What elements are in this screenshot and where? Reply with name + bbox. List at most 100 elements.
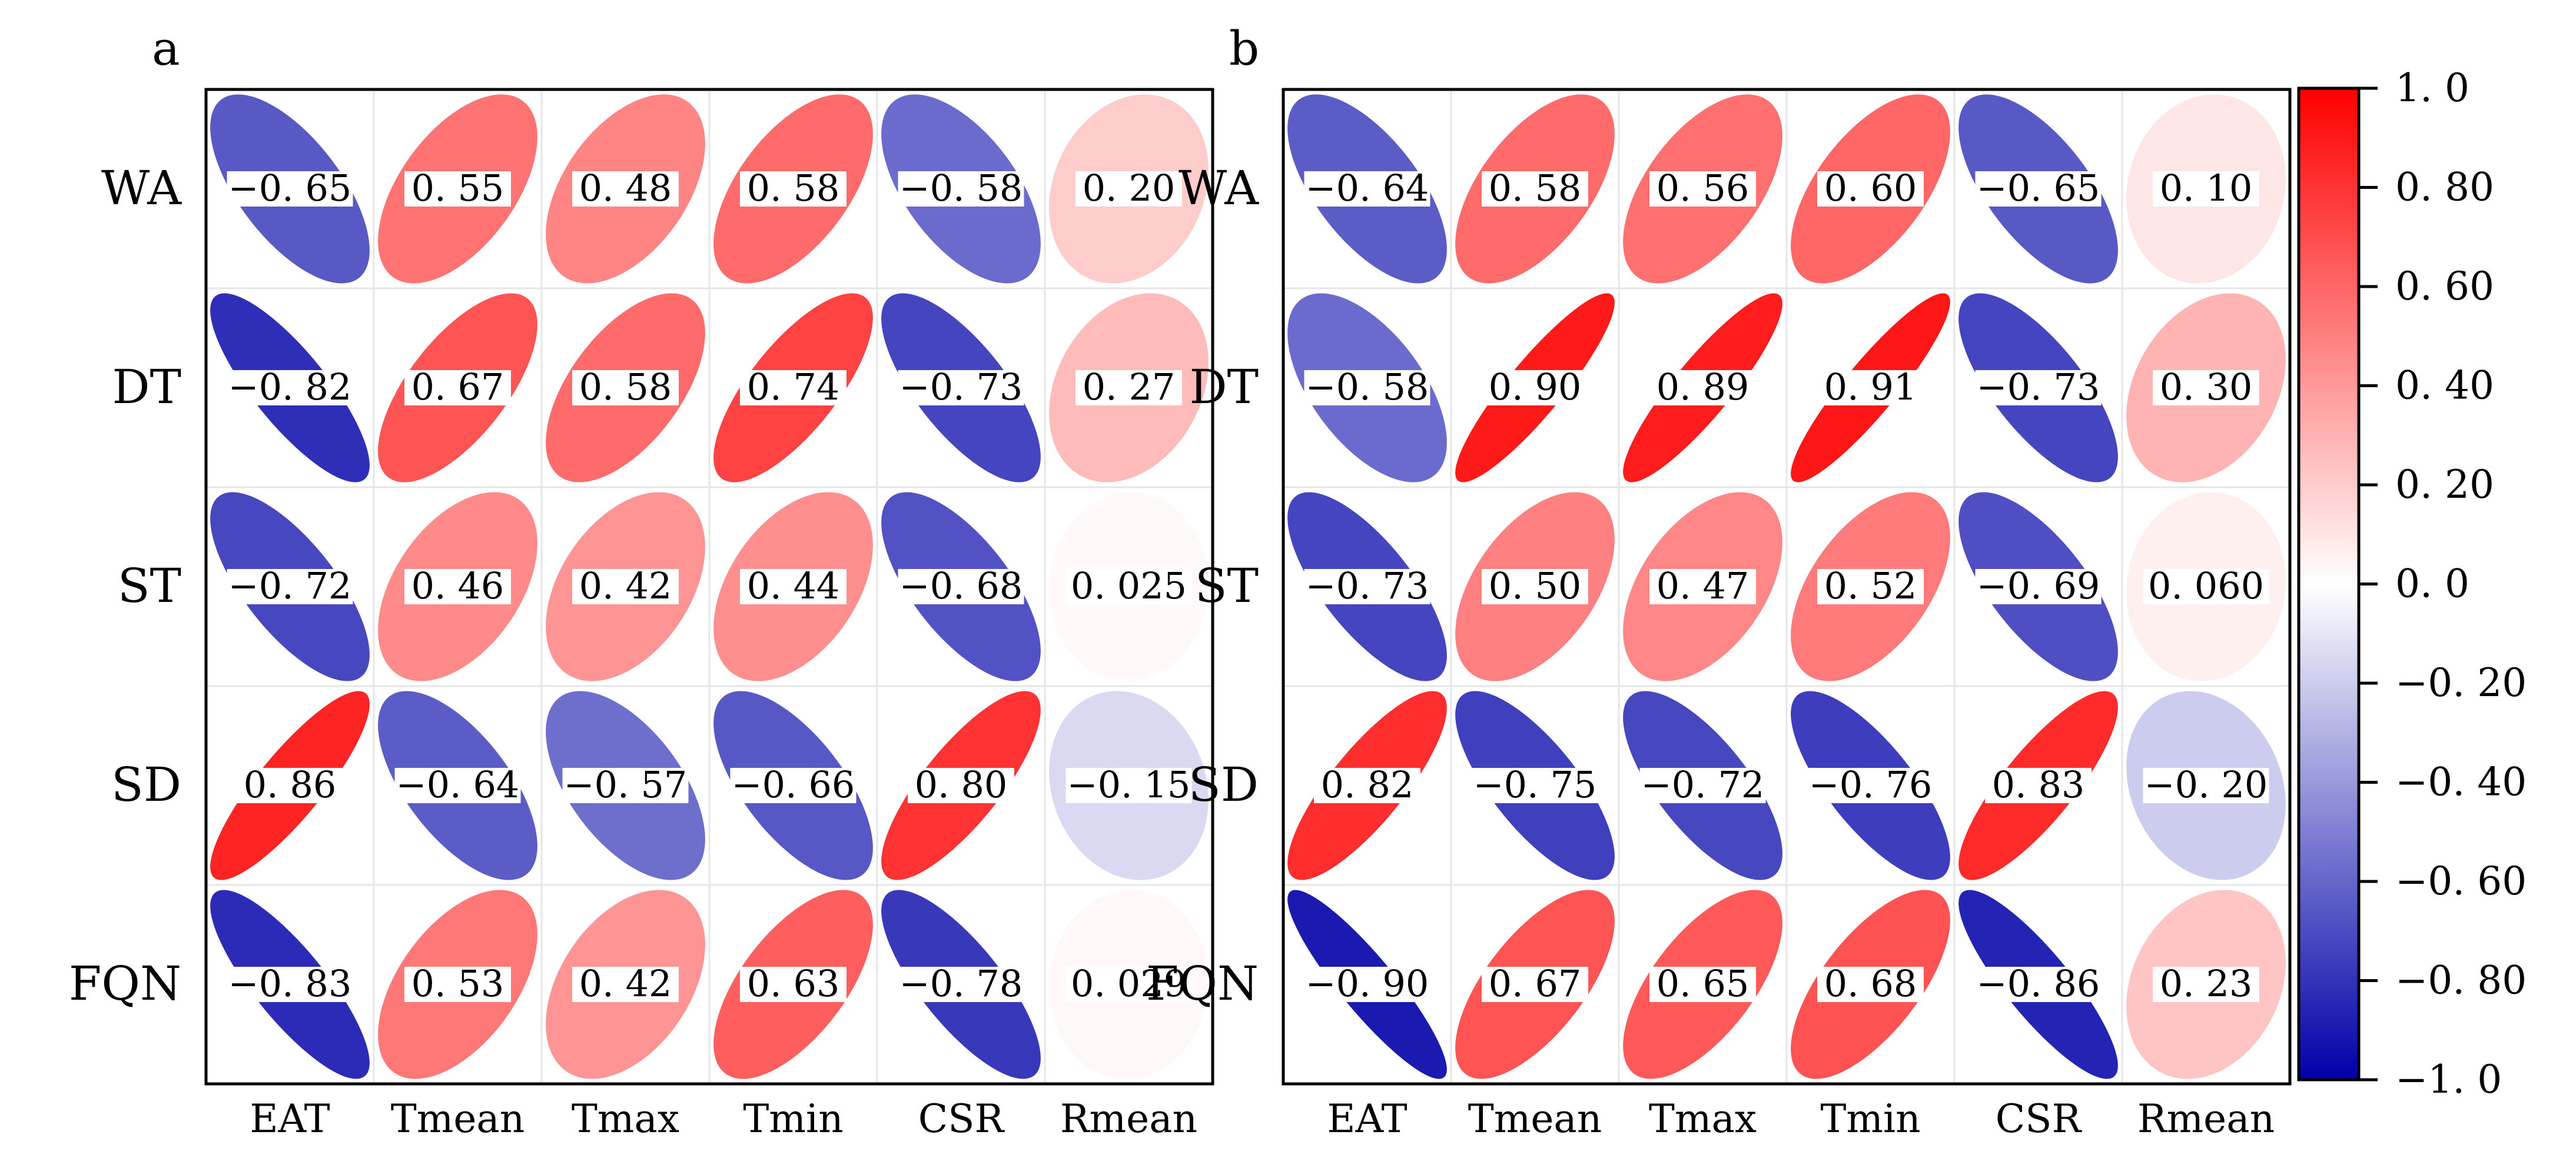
value-label: 0. 23 (2160, 962, 2253, 1005)
panel-a: −0. 65 0. 55 0. 48 0. 58 −0. 58 0. 20 −0. 82 0.… (69, 21, 1214, 1142)
value-label: −0. 72 (228, 564, 352, 607)
column-label: Tmin (743, 1096, 843, 1142)
value-label-bg (908, 768, 1014, 803)
value-label-bg (2153, 171, 2259, 207)
row-label: WA (101, 161, 182, 215)
value-label: 0. 30 (2160, 365, 2253, 408)
value-label-bg (740, 569, 847, 604)
value-label-bg (1817, 569, 1924, 604)
value-label: 0. 20 (1083, 167, 1176, 209)
value-label: −0. 72 (1641, 763, 1765, 806)
value-label-bg (1075, 370, 1182, 405)
value-label-bg (404, 370, 511, 405)
value-label-bg (2153, 370, 2259, 405)
value-label-bg (1482, 370, 1588, 405)
panel-b: −0. 64 0. 58 0. 56 0. 60 −0. 65 0. 10 −0. 58 0.… (1146, 21, 2292, 1142)
value-label-bg (740, 171, 847, 207)
value-label-bg (730, 768, 857, 803)
value-label-bg (227, 967, 353, 1002)
value-label: 0. 48 (579, 167, 672, 209)
value-label: 0. 58 (1489, 167, 1582, 209)
value-label-bg (898, 370, 1024, 405)
colorbar-tick-label: 0. 40 (2395, 363, 2494, 408)
value-label: 0. 58 (747, 167, 840, 209)
value-label-bg (562, 768, 689, 803)
value-label: −0. 78 (899, 962, 1023, 1005)
colorbar-gradient (2299, 88, 2359, 1080)
panel-letter: a (152, 21, 180, 76)
value-label: 0. 53 (411, 962, 504, 1005)
value-label-bg (1065, 569, 1192, 604)
value-label-bg (1482, 171, 1588, 207)
value-label: 0. 42 (579, 962, 672, 1005)
column-label: Rmean (1060, 1096, 1197, 1142)
value-label-bg (1817, 171, 1924, 207)
colorbar-tick-label: −0. 80 (2395, 958, 2527, 1003)
value-label: 0. 74 (747, 365, 840, 408)
value-label-bg (2143, 768, 2269, 803)
row-label: WA (1179, 161, 1259, 215)
value-label-bg (1649, 370, 1756, 405)
value-label-bg (394, 768, 521, 803)
row-label: ST (1195, 558, 1259, 613)
colorbar-tick-label: 0. 20 (2395, 462, 2494, 507)
value-label-bg (1807, 768, 1934, 803)
value-label: −0. 73 (1977, 365, 2100, 408)
colorbar-tick-label: 0. 0 (2395, 561, 2469, 607)
value-label-bg (404, 171, 511, 207)
value-label-bg (2153, 967, 2259, 1002)
value-label-bg (237, 768, 343, 803)
value-label-bg (1649, 967, 1756, 1002)
colorbar-tick-label: −0. 60 (2395, 858, 2527, 904)
colorbar: 1. 0 0. 80 0. 60 0. 40 0. 20 0. 0 −0. 20 −0. 40… (2297, 65, 2527, 1102)
row-label: FQN (69, 956, 181, 1011)
value-label: 0. 86 (244, 763, 337, 806)
value-label-bg (572, 967, 679, 1002)
value-label: −0. 69 (1977, 564, 2100, 607)
value-label: −0. 20 (2145, 763, 2268, 806)
value-label-bg (1304, 967, 1430, 1002)
value-label-bg (2143, 569, 2269, 604)
colorbar-tick-label: 0. 80 (2395, 165, 2494, 210)
row-label: FQN (1146, 956, 1259, 1011)
value-label: −0. 58 (1306, 365, 1429, 408)
value-label-bg (572, 569, 679, 604)
value-label-bg (1975, 569, 2102, 604)
value-label: −0. 86 (1977, 962, 2100, 1005)
panel-frame (204, 88, 1214, 1086)
value-label: 0. 63 (747, 962, 840, 1005)
value-label-bg (1639, 768, 1766, 803)
value-label: 0. 58 (579, 365, 672, 408)
value-label-bg (898, 967, 1024, 1002)
value-label-bg (404, 569, 511, 604)
value-label-bg (1482, 967, 1588, 1002)
value-label: −0. 64 (396, 763, 520, 806)
colorbar-tick-label: 1. 0 (2395, 65, 2469, 111)
value-label: 0. 80 (915, 763, 1008, 806)
value-label-bg (1304, 171, 1430, 207)
value-label-bg (1975, 967, 2102, 1002)
column-label: EAT (1327, 1096, 1407, 1142)
row-label: DT (1190, 360, 1259, 414)
row-label: SD (111, 757, 181, 812)
column-label: CSR (918, 1096, 1005, 1142)
value-label-bg (227, 569, 353, 604)
value-label: 0. 52 (1824, 564, 1917, 607)
column-label: Tmean (391, 1096, 525, 1142)
value-label: −0. 15 (1067, 763, 1191, 806)
value-label-bg (1075, 171, 1182, 207)
value-label: −0. 73 (899, 365, 1023, 408)
value-label: 0. 83 (1992, 763, 2085, 806)
value-label: 0. 47 (1657, 564, 1750, 607)
value-label: 0. 56 (1657, 167, 1750, 209)
value-label: 0. 90 (1489, 365, 1582, 408)
value-label-bg (898, 171, 1024, 207)
value-label: 0. 27 (1083, 365, 1176, 408)
column-label: Tmean (1468, 1096, 1602, 1142)
value-label: 0. 91 (1824, 365, 1917, 408)
value-label-bg (1975, 370, 2102, 405)
value-label-bg (227, 370, 353, 405)
value-label-bg (572, 171, 679, 207)
value-label-bg (1817, 370, 1924, 405)
value-label-bg (1985, 768, 2092, 803)
